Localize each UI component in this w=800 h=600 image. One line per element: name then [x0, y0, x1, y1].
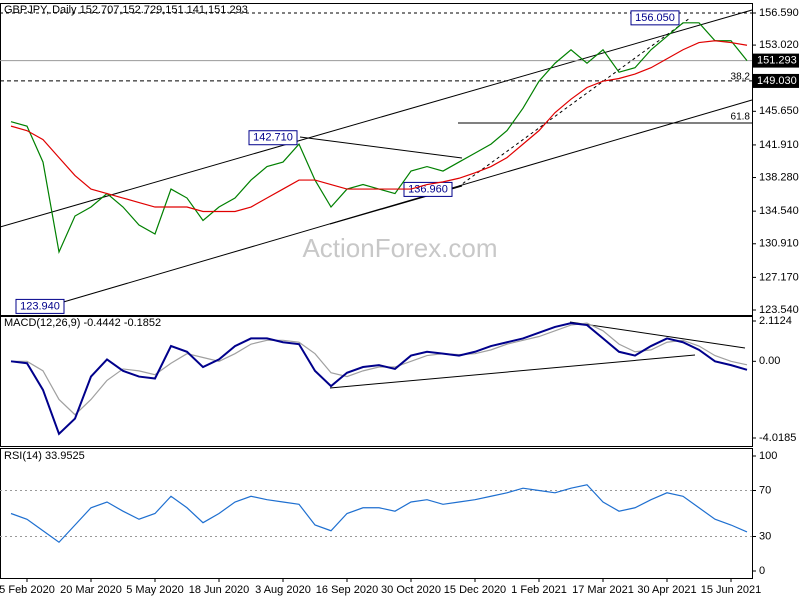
y-tick-label: 100: [759, 450, 777, 462]
x-tick-label: 15 Jun 2021: [701, 584, 762, 596]
y-tick-label: 30: [759, 530, 771, 542]
macd-frame: [0, 316, 753, 447]
series-line: [10, 322, 748, 436]
x-tick-label: 15 Dec 2020: [444, 584, 506, 596]
price-annotation: 123.940: [20, 300, 60, 312]
price-title: GBPJPY, Daily 152.707,152.729,151.141,15…: [4, 4, 248, 16]
x-tick-label: 17 Mar 2021: [572, 584, 634, 596]
series-line: [11, 322, 748, 416]
channel-upper: [0, 9, 753, 228]
level-label: 151.293: [757, 55, 797, 67]
y-tick-label: 127.170: [759, 271, 799, 283]
watermark: ActionForex.com: [302, 233, 497, 263]
macd-trend-lower: [329, 354, 696, 389]
y-tick-label: -4.0185: [759, 432, 796, 444]
series-line: [10, 484, 748, 544]
y-tick-label: 156.590: [759, 7, 799, 19]
x-tick-label: 3 Aug 2020: [255, 584, 311, 596]
price-annotation: 156.050: [635, 12, 675, 24]
y-tick-label: 70: [759, 484, 771, 496]
x-tick-label: 20 Mar 2020: [60, 584, 122, 596]
y-tick-label: 123.540: [759, 304, 799, 316]
macd-trend-upper: [569, 321, 746, 349]
y-tick-label: 141.910: [759, 139, 799, 151]
x-tick-label: 30 Oct 2020: [381, 584, 441, 596]
triangle-upper: [299, 136, 463, 159]
price-annotation: 136.960: [408, 183, 448, 195]
y-tick-label: 2.1124: [759, 315, 792, 327]
y-tick-label: 0: [759, 565, 765, 577]
price-annotation: 142.710: [253, 132, 293, 144]
x-tick-label: 30 Apr 2021: [637, 584, 696, 596]
x-tick-label: 1 Feb 2021: [511, 584, 567, 596]
x-tick-label: 5 Feb 2020: [0, 584, 55, 596]
level-tag: [753, 53, 799, 68]
trendlines: [0, 9, 753, 389]
y-tick-label: 153.020: [759, 39, 799, 51]
rsi-frame: [0, 448, 753, 579]
price-annotation-box: [248, 130, 298, 146]
x-tick-label: 18 Jun 2020: [189, 584, 250, 596]
level-tag: [753, 73, 799, 88]
series-line: [10, 40, 748, 213]
x-tick-label: 5 May 2020: [126, 584, 183, 596]
y-tick-label: 130.910: [759, 238, 799, 250]
y-tick-label: 145.650: [759, 105, 799, 117]
price-frame: [0, 3, 753, 316]
y-tick-label: 138.280: [759, 171, 799, 183]
y-tick-label: 134.540: [759, 205, 799, 217]
rsi-title: RSI(14) 33.9525: [4, 450, 85, 462]
channel-lower: [59, 99, 753, 304]
fib-label: 38.2: [731, 72, 751, 83]
price-annotation-box: [630, 10, 680, 26]
x-tick-label: 16 Sep 2020: [316, 584, 378, 596]
macd-title: MACD(12,26,9) -0.4442 -0.1852: [4, 317, 161, 329]
level-label: 149.030: [757, 75, 797, 87]
y-tick-label: 0.00: [759, 355, 780, 367]
fib-label: 61.8: [731, 112, 751, 123]
price-annotation-box: [15, 298, 65, 314]
